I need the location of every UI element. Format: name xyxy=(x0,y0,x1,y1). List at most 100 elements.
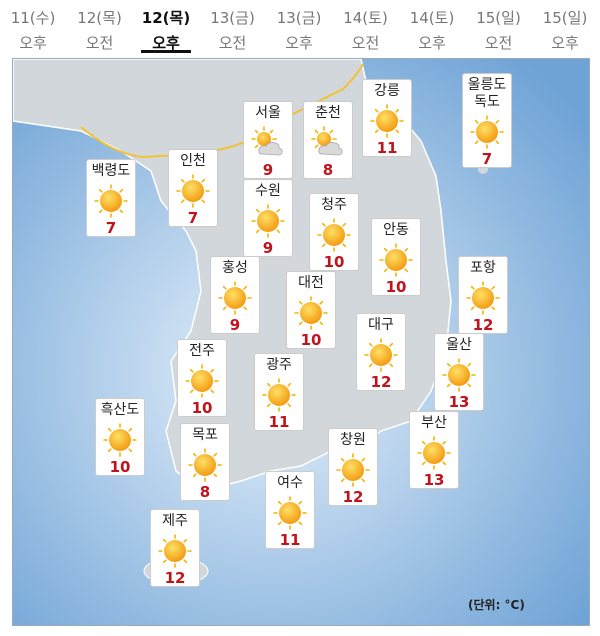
city-card: 청주 10 xyxy=(309,193,359,271)
temperature: 8 xyxy=(322,161,334,179)
city-card: 여수 11 xyxy=(265,471,315,549)
temperature: 10 xyxy=(300,331,322,349)
weather-icon xyxy=(311,126,343,156)
temperature: 10 xyxy=(109,458,131,476)
city-name: 광주 xyxy=(266,357,292,373)
city-name: 흑산도 xyxy=(100,402,140,418)
tab-day: 14(토) xyxy=(343,9,388,27)
tab-day: 13(금) xyxy=(210,9,255,27)
city-name: 인천 xyxy=(180,153,206,169)
weather-icon xyxy=(294,296,328,330)
temperature: 10 xyxy=(191,399,213,417)
city-name: 포항 xyxy=(470,260,496,276)
day-tab[interactable]: 11(수) 오후 xyxy=(0,0,66,56)
city-card: 흑산도 10 xyxy=(95,398,145,476)
day-tab[interactable]: 14(토) 오후 xyxy=(399,0,465,56)
tab-day: 14(토) xyxy=(409,9,455,27)
weather-icon xyxy=(336,453,370,487)
temperature: 12 xyxy=(370,373,392,391)
city-name: 울릉도 독도 xyxy=(467,77,507,110)
map: 백령도 7 인천 7 서울 9 춘천 8 강릉 11 울릉도 독도 7 수원 9 청주 10 안동 10 포항 12 홍… xyxy=(12,58,590,626)
weather-icon xyxy=(470,115,504,149)
tab-time: 오후 xyxy=(551,34,579,52)
temperature: 12 xyxy=(164,569,186,587)
weather-icon xyxy=(317,218,351,252)
temperature: 10 xyxy=(323,253,345,271)
city-name: 수원 xyxy=(255,183,281,199)
tab-day: 12(목) xyxy=(77,9,122,27)
city-name: 대전 xyxy=(298,275,324,291)
city-card: 대구 12 xyxy=(356,313,406,391)
weather-icon xyxy=(185,364,219,398)
tab-time: 오전 xyxy=(351,34,380,52)
city-card: 인천 7 xyxy=(168,149,218,227)
weather-icon xyxy=(103,423,137,457)
temperature: 11 xyxy=(268,413,290,431)
tab-day: 13(금) xyxy=(276,9,322,27)
temperature: 12 xyxy=(472,316,494,334)
tab-day: 11(수) xyxy=(10,9,56,27)
weather-icon xyxy=(251,126,283,156)
weather-icon xyxy=(188,448,222,482)
city-card: 부산 13 xyxy=(409,411,459,489)
tab-time: 오전 xyxy=(484,34,513,52)
city-name: 목포 xyxy=(192,427,218,443)
weather-icon xyxy=(417,436,451,470)
city-card: 창원 12 xyxy=(328,428,378,506)
city-card: 광주 11 xyxy=(254,353,304,431)
temperature: 7 xyxy=(105,219,117,237)
day-tab[interactable]: 15(일) 오전 xyxy=(466,0,532,56)
day-tab[interactable]: 12(목) 오전 xyxy=(67,0,133,56)
city-card: 포항 12 xyxy=(458,256,508,334)
city-card: 안동 10 xyxy=(371,218,421,296)
weather-icon xyxy=(218,281,252,315)
city-card: 홍성 9 xyxy=(210,256,260,334)
city-name: 서울 xyxy=(255,105,281,121)
day-tab[interactable]: 13(금) 오전 xyxy=(200,0,266,56)
city-name: 여수 xyxy=(277,475,303,491)
temperature: 8 xyxy=(199,483,211,501)
tab-time: 오후 xyxy=(285,34,313,52)
tab-time: 오전 xyxy=(85,34,114,52)
day-tab[interactable]: 15(일) 오후 xyxy=(532,0,598,56)
city-name: 창원 xyxy=(340,432,366,448)
city-name: 홍성 xyxy=(222,260,248,276)
temperature: 9 xyxy=(262,239,274,257)
tab-day: 15(일) xyxy=(476,9,521,27)
city-name: 춘천 xyxy=(315,105,341,121)
temperature: 9 xyxy=(262,161,274,179)
temperature: 13 xyxy=(423,471,445,489)
city-card: 목포 8 xyxy=(180,423,230,501)
day-tab[interactable]: 13(금) 오후 xyxy=(266,0,332,56)
weather-icon xyxy=(466,281,500,315)
tab-time: 오후 xyxy=(152,34,180,52)
tab-time: 오후 xyxy=(418,34,446,52)
city-name: 안동 xyxy=(383,222,409,238)
city-card: 수원 9 xyxy=(243,179,293,257)
weather-icon xyxy=(442,358,476,392)
tab-day: 12(목) xyxy=(141,9,191,27)
city-card: 강릉 11 xyxy=(362,79,412,157)
weather-icon xyxy=(273,496,307,530)
temperature: 11 xyxy=(279,531,301,549)
city-name: 백령도 xyxy=(91,163,131,179)
city-name: 전주 xyxy=(189,343,215,359)
city-card: 울릉도 독도 7 xyxy=(462,73,512,168)
day-tab[interactable]: 12(목) 오후 xyxy=(133,0,199,56)
weather-icon xyxy=(94,184,128,218)
day-tab[interactable]: 14(토) 오전 xyxy=(333,0,399,56)
city-name: 제주 xyxy=(162,513,188,529)
tab-time: 오전 xyxy=(218,34,247,52)
temperature: 7 xyxy=(187,209,199,227)
tab-time: 오후 xyxy=(19,34,47,52)
city-card: 대전 10 xyxy=(286,271,336,349)
city-card: 백령도 7 xyxy=(86,159,136,237)
city-card: 서울 9 xyxy=(243,101,293,179)
city-card: 춘천 8 xyxy=(303,101,353,179)
weather-icon xyxy=(158,534,192,568)
temperature: 12 xyxy=(342,488,364,506)
selected-underline xyxy=(141,50,191,53)
weather-icon xyxy=(379,243,413,277)
weather-icon xyxy=(370,104,404,138)
